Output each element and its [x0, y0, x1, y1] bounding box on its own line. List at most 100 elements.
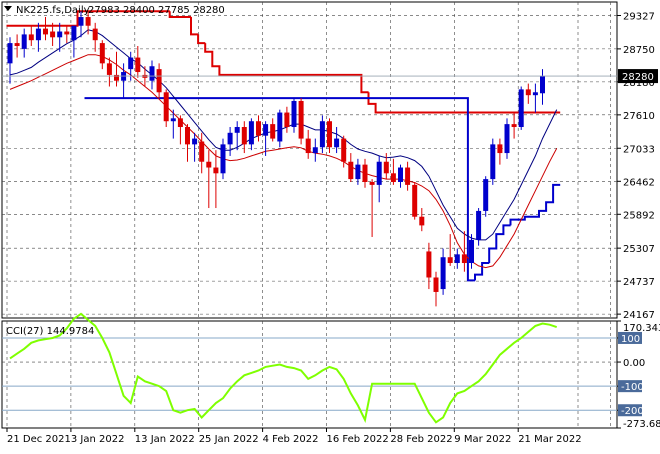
date-tick-label: 9 Mar 2022 — [454, 434, 511, 445]
candle-body — [298, 100, 304, 139]
cci-tick-label: -273.6806 — [623, 419, 660, 430]
candle — [114, 51, 119, 87]
candle — [461, 231, 467, 272]
candle-body — [234, 127, 240, 133]
symbol-header: NK225.fs,Daily 27983 28400 27785 28280 — [4, 5, 225, 16]
fast-ma-line — [9, 29, 558, 241]
candle — [28, 25, 34, 46]
candle-body — [114, 74, 119, 81]
candle-body — [177, 118, 183, 128]
date-tick-label: 21 Dec 2021 — [7, 434, 71, 445]
candle-body — [469, 239, 474, 264]
candle — [532, 83, 538, 113]
candle — [192, 132, 198, 162]
candle-body — [199, 141, 205, 162]
date-tick-label: 25 Jan 2022 — [199, 434, 259, 445]
candle-body — [99, 43, 105, 64]
collapse-triangle-icon[interactable] — [4, 6, 12, 11]
candle-body — [85, 17, 91, 26]
candle-body — [334, 138, 340, 148]
axis-layer: 29327 28750 28180 27610 27033 26462 25892 25307… — [6, 11, 660, 445]
cci-panel — [2, 312, 617, 424]
candle-body — [426, 251, 432, 278]
cci-panel-frame — [1, 320, 618, 429]
candle-body — [398, 167, 403, 182]
candle-body — [71, 25, 77, 41]
candle-body — [57, 31, 63, 38]
candle-body — [490, 144, 496, 180]
candle — [312, 138, 318, 162]
candle — [64, 25, 70, 44]
candle — [14, 34, 20, 58]
candle-body — [440, 257, 446, 290]
date-tick-label: 4 Feb 2022 — [263, 434, 319, 445]
candle-body — [433, 277, 439, 292]
candle — [369, 179, 375, 237]
candle — [319, 115, 325, 154]
last-price-badge — [618, 69, 658, 84]
date-tick-label: 28 Feb 2022 — [390, 434, 452, 445]
candle-body — [241, 127, 247, 145]
candle-body — [319, 121, 325, 148]
price-tick-label: 27033 — [623, 144, 655, 155]
candle-body — [156, 69, 162, 93]
candle — [99, 40, 105, 70]
candle — [71, 25, 77, 58]
cci-tick-label: 170.3435 — [623, 323, 660, 334]
candle-body — [383, 161, 389, 174]
candle-body — [419, 216, 425, 226]
candle-body — [461, 254, 467, 264]
candle — [163, 89, 169, 128]
candle-body — [518, 89, 524, 128]
candle-body — [532, 92, 538, 96]
candle-body — [327, 121, 332, 148]
ohlc-label: 27983 28400 27785 28280 — [88, 5, 225, 16]
price-tick-label: 28180 — [623, 78, 655, 89]
candle-body — [248, 121, 254, 145]
price-tick-label: 29327 — [623, 11, 655, 22]
candle-body — [135, 57, 141, 73]
symbol-label: NK225.fs,Daily — [16, 5, 90, 16]
candle — [50, 22, 56, 46]
price-tick-label: 25892 — [623, 210, 655, 221]
date-tick-label: 3 Jan 2022 — [71, 434, 125, 445]
candle-body — [7, 43, 13, 64]
cci-tick-label: -200 — [621, 406, 644, 417]
candle-body — [35, 28, 41, 41]
candle — [291, 98, 297, 133]
candle — [426, 242, 432, 290]
candle — [177, 115, 183, 145]
candle-body — [128, 57, 134, 70]
candle-body — [64, 31, 70, 35]
candle — [241, 121, 247, 154]
candle-body — [348, 161, 354, 180]
candle — [213, 150, 219, 209]
candle — [405, 161, 411, 191]
candle — [348, 153, 354, 182]
candle-body — [447, 257, 453, 264]
candle — [263, 121, 269, 156]
candle — [185, 124, 190, 162]
candle — [35, 22, 41, 52]
candle-body — [21, 34, 27, 49]
candle — [334, 127, 340, 154]
candle — [412, 181, 418, 220]
candle — [135, 45, 141, 78]
candle-body — [213, 167, 219, 174]
price-tick-label: 24167 — [623, 310, 655, 321]
cci-tick-label: 100 — [621, 334, 640, 345]
candle — [447, 234, 453, 266]
candle — [156, 63, 162, 99]
price-tick-label: 27610 — [623, 111, 655, 122]
candle-body — [263, 124, 269, 136]
candle — [78, 11, 84, 38]
cci-tick-label: 0.00 — [623, 358, 645, 369]
candle — [85, 11, 91, 35]
candle — [483, 176, 489, 217]
candle-body — [149, 66, 155, 81]
candle — [43, 17, 48, 41]
candle-body — [163, 92, 169, 122]
candle-body — [511, 124, 517, 128]
candle-body — [405, 167, 411, 185]
